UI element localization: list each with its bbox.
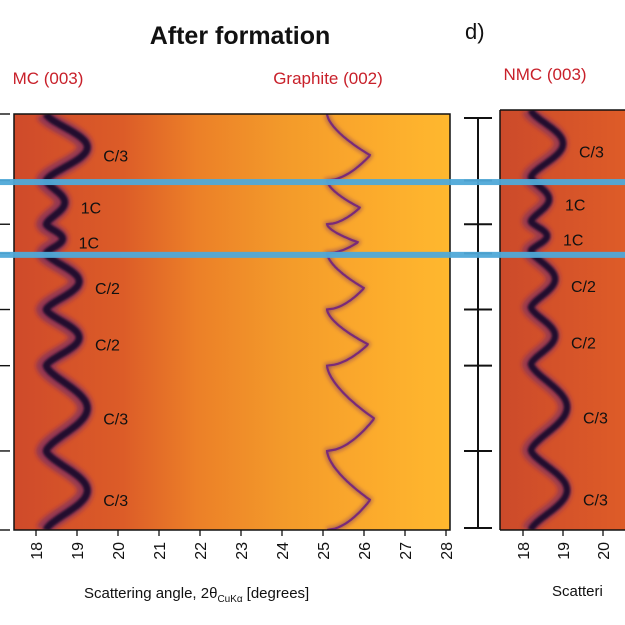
x-tick-label: 23: [234, 542, 251, 560]
rate-label: C/3: [583, 493, 608, 510]
peak-traces-left: [35, 114, 377, 530]
highlight-band: [0, 251, 625, 258]
rate-label: C/2: [95, 337, 120, 354]
rate-label: 1C: [563, 233, 583, 250]
rate-labels-left: C/3 1C 1C C/2 C/2 C/3 C/3: [79, 148, 129, 510]
rate-label: 1C: [79, 235, 99, 252]
x-tick-label: 20: [596, 542, 613, 560]
x-axis-ticks-right: 18 19 20: [516, 530, 613, 560]
rate-label: 1C: [81, 201, 101, 218]
rate-label: 1C: [565, 198, 585, 215]
peak-labels-right: NMC (003): [503, 65, 586, 84]
x-tick-label: 25: [316, 542, 333, 560]
heatmap-background-right: [500, 110, 625, 530]
rate-label: C/2: [571, 279, 596, 296]
highlight-band: [0, 179, 625, 186]
x-tick-label: 21: [152, 542, 169, 560]
panel-letter: d): [465, 19, 485, 44]
rate-label: C/3: [103, 493, 128, 510]
x-axis-label-right: Scatteri: [552, 583, 603, 600]
chart-title: After formation: [150, 22, 331, 50]
x-tick-label: 19: [556, 542, 573, 560]
cycle-ticks-left: [0, 113, 10, 531]
highlight-bands: [0, 179, 625, 258]
peak-label: MC (003): [13, 69, 84, 88]
x-tick-label: 18: [516, 542, 533, 560]
rate-label: C/2: [95, 281, 120, 298]
x-axis-ticks-left: 18 19 20 21 22 23 24 25 26 27 28: [29, 530, 456, 560]
x-tick-label: 19: [70, 542, 87, 560]
x-tick-label: 18: [29, 542, 46, 560]
heatmap-background-left: [14, 114, 450, 530]
rate-label: C/3: [103, 412, 128, 429]
rate-label: C/3: [579, 145, 604, 162]
peak-label: Graphite (002): [273, 69, 383, 88]
heatmap-frame-left: [13, 113, 451, 531]
rate-label: C/3: [103, 148, 128, 165]
peak-label: NMC (003): [503, 65, 586, 84]
x-tick-label: 22: [193, 542, 210, 560]
x-axis-label-left: Scattering angle, 2θCuKα [degrees]: [84, 585, 309, 605]
rate-label: C/2: [571, 336, 596, 353]
x-tick-label: 26: [357, 542, 374, 560]
peak-labels-left: MC (003) Graphite (002): [13, 69, 383, 88]
x-tick-label: 24: [275, 542, 292, 560]
graphite-peak-trace: [325, 114, 376, 530]
rate-labels-right: C/3 1C 1C C/2 C/2 C/3 C/3: [563, 145, 608, 510]
heatmap-panel-right: 18 19 20 C/3 1C 1C C/2 C/2 C/3 C/3: [499, 109, 625, 560]
x-tick-label: 28: [439, 542, 456, 560]
x-tick-label: 20: [111, 542, 128, 560]
rate-label: C/3: [583, 410, 608, 427]
nmc-peak-trace: [42, 114, 91, 530]
x-tick-label: 27: [398, 542, 415, 560]
